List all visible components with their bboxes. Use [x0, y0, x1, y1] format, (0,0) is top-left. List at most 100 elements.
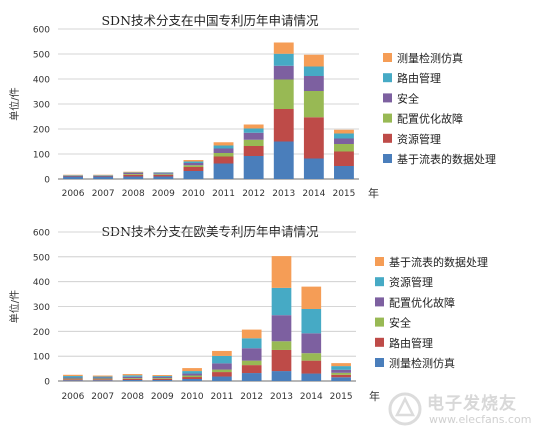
bar-segment — [213, 148, 234, 153]
bar-segment — [241, 365, 262, 374]
watermark: 电子发烧友 www.elecfans.com — [383, 387, 533, 433]
x-tick-label: 2013 — [270, 392, 293, 402]
bar-segment — [303, 91, 324, 118]
x-tick-label: 2010 — [181, 392, 204, 402]
bar-segment — [331, 374, 351, 378]
bar-segment — [303, 54, 324, 67]
x-axis-label: 年 — [369, 389, 380, 403]
legend-swatch — [375, 297, 384, 307]
bar-segment — [92, 377, 113, 379]
bar-segment — [301, 333, 322, 354]
watermark-text: 电子发烧友 — [427, 394, 517, 414]
y-tick-label: 200 — [33, 126, 50, 136]
bar-segment — [63, 374, 83, 377]
y-tick-label: 600 — [33, 26, 50, 36]
bar-segment — [63, 378, 83, 380]
bar-segment — [331, 372, 351, 375]
bar-segment — [182, 368, 202, 372]
bar-segment — [122, 378, 143, 379]
bar-segment — [301, 286, 322, 309]
y-tick-label: 300 — [33, 303, 50, 313]
chart-title: SDN技术分支在中国专利历年申请情况 — [101, 13, 319, 28]
bar-segment — [63, 377, 83, 379]
x-tick-label: 2010 — [182, 189, 205, 199]
bar-segment — [334, 166, 354, 179]
bar-segment — [182, 373, 202, 376]
y-tick-label: 600 — [33, 229, 50, 239]
bar-segment — [152, 375, 173, 377]
bar-segment — [334, 144, 354, 152]
bar-segment — [241, 373, 262, 381]
bar-segment — [243, 146, 264, 156]
bar-segment — [123, 173, 144, 174]
bar-segment — [271, 371, 292, 381]
bar-segment — [334, 129, 354, 134]
x-tick-label: 2015 — [330, 392, 353, 402]
bar-segment — [241, 329, 262, 339]
bar-segment — [212, 363, 232, 370]
bar-segment — [241, 348, 262, 361]
bar-segment — [153, 173, 174, 175]
bar-segment — [63, 175, 83, 177]
bar-segment — [153, 174, 174, 175]
bar-segment — [183, 163, 204, 166]
y-tick-label: 0 — [44, 378, 50, 388]
bar-segment — [152, 380, 173, 381]
x-tick-label: 2012 — [242, 189, 265, 199]
bar-segment — [303, 76, 324, 91]
legend-label: 路由管理 — [397, 71, 441, 85]
bar-segment — [212, 372, 232, 377]
bar-segment — [123, 176, 144, 179]
bar-segment — [273, 109, 294, 142]
bar-segment — [63, 376, 83, 378]
bar-segment — [303, 66, 324, 76]
bar-segment — [273, 79, 294, 109]
bar-segment — [153, 172, 174, 174]
bar-segment — [331, 366, 351, 370]
legend-label: 测量检测仿真 — [397, 51, 463, 65]
x-tick-label: 2011 — [210, 392, 233, 402]
bar-segment — [152, 377, 173, 379]
bar-segment — [301, 373, 322, 381]
x-tick-label: 2008 — [121, 392, 144, 402]
bar-segment — [63, 380, 83, 381]
bar-segment — [153, 175, 174, 177]
bar-segment — [243, 128, 264, 133]
legend-swatch — [383, 53, 392, 62]
legend-label: 安全 — [389, 316, 411, 330]
legend-label: 测量检测仿真 — [389, 356, 455, 370]
bar-segment — [301, 360, 322, 374]
y-tick-label: 400 — [33, 76, 50, 86]
x-tick-label: 2009 — [151, 392, 174, 402]
bar-segment — [183, 171, 204, 179]
bar-segment — [183, 167, 204, 171]
y-tick-label: 100 — [33, 151, 50, 161]
legend-swatch — [375, 337, 384, 347]
y-tick-label: 300 — [33, 101, 50, 111]
bar-segment — [271, 349, 292, 372]
bar-segment — [152, 376, 173, 378]
y-tick-label: 0 — [44, 176, 50, 186]
bar-segment — [123, 172, 144, 173]
bar-segment — [303, 158, 324, 179]
y-tick-label: 100 — [33, 353, 50, 363]
bar-segment — [271, 315, 292, 342]
bar-segment — [213, 145, 234, 149]
bar-segment — [122, 375, 143, 377]
bar-segment — [63, 176, 83, 179]
bar-segment — [152, 378, 173, 379]
y-axis-label: 单位/件 — [8, 87, 21, 120]
bar-segment — [122, 376, 143, 379]
bar-segment — [93, 176, 114, 179]
bar-segment — [183, 160, 204, 162]
bar-segment — [182, 371, 202, 374]
legend-label: 资源管理 — [389, 275, 433, 289]
x-tick-label: 2012 — [240, 392, 263, 402]
x-tick-label: 2014 — [302, 189, 325, 199]
bar-segment — [271, 256, 292, 288]
bar-segment — [243, 132, 264, 140]
bar-segment — [122, 380, 143, 381]
legend-swatch — [383, 93, 392, 103]
bar-segment — [93, 175, 114, 177]
